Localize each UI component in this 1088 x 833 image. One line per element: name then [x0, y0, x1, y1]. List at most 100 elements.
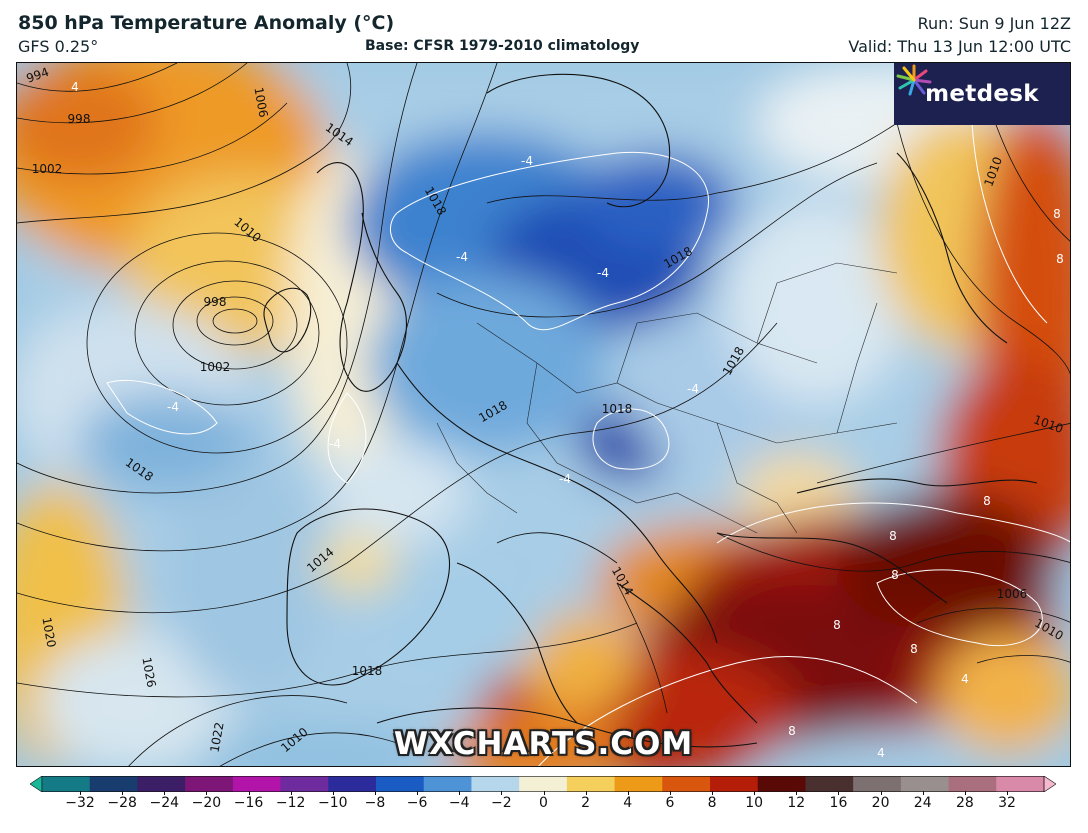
anomaly-contour-label: -4 — [597, 266, 609, 280]
chart-title: 850 hPa Temperature Anomaly (°C) — [18, 12, 395, 34]
colorbar-tick-mark — [712, 791, 714, 795]
colorbar-tick-label: −32 — [65, 795, 95, 811]
watermark: WXCHARTS.COM — [393, 726, 694, 762]
colorbar-tick-label: 12 — [787, 795, 806, 811]
metdesk-logo: metdesk — [894, 63, 1070, 125]
colorbar-segment — [710, 776, 759, 792]
coastlines — [263, 73, 1038, 748]
colorbar-tick-label: −28 — [107, 795, 137, 811]
colorbar-tick-mark — [880, 791, 882, 795]
colorbar-segment — [805, 776, 854, 792]
starburst-icon — [896, 64, 932, 96]
colorbar-tick-label: −20 — [191, 795, 222, 811]
anomaly-contour-label: 8 — [788, 724, 796, 738]
colorbar-segment — [614, 776, 663, 792]
colorbar-tick-label: −4 — [448, 795, 470, 811]
isobar-label: 1026 — [139, 656, 158, 689]
colorbar-segment — [853, 776, 902, 792]
isobar-label: 1002 — [200, 360, 231, 374]
colorbar-tick-labels: −32 −28 −24 −20 −16 −12 −10 −8 −6 −4 −2 0 2 4 6 8 10 12 16… — [0, 791, 1088, 819]
colorbar-tick-mark — [206, 791, 208, 795]
colorbar-segment — [137, 776, 186, 792]
anomaly-contour-label: -4 — [521, 154, 533, 168]
colorbar-tick-mark — [838, 791, 840, 795]
anomaly-contour-label: 4 — [877, 746, 885, 760]
country-borders — [436, 262, 898, 534]
isobar-label: 1002 — [32, 162, 63, 176]
isobar-label: 1018 — [352, 664, 383, 678]
colorbar-tick-mark — [459, 791, 461, 795]
colorbar-tick-label: 16 — [829, 795, 848, 811]
colorbar-tick-mark — [796, 791, 798, 795]
colorbar-segment — [280, 776, 329, 792]
anomaly-contour-label: 8 — [1053, 207, 1061, 221]
logo-text: metdesk — [925, 81, 1039, 107]
anomaly-contour-label: 8 — [891, 568, 899, 582]
colorbar-tick-mark — [964, 791, 966, 795]
colorbar-tick-mark — [1007, 791, 1008, 795]
colorbar-frame — [41, 776, 1045, 792]
colorbar-tick-label: 2 — [581, 795, 591, 811]
anomaly-contour-label: 8 — [983, 494, 991, 508]
anomaly-contours — [106, 122, 1070, 766]
anomaly-contour-label: 4 — [71, 80, 79, 94]
colorbar-tick-label: −10 — [318, 795, 348, 811]
colorbar-tick-label: 8 — [707, 795, 717, 811]
map-canvas: 9949981002100610101014101810181018101899… — [17, 63, 1070, 766]
colorbar-min-arrow — [30, 776, 43, 792]
anomaly-contour-label: 4 — [961, 672, 969, 686]
colorbar-tick-label: −24 — [149, 795, 180, 811]
colorbar-segment — [376, 776, 425, 792]
colorbar-tick-label: 4 — [623, 795, 633, 811]
colorbar-segment — [471, 776, 520, 792]
colorbar-tick-label: 6 — [665, 795, 675, 811]
anomaly-contour-label: -4 — [687, 382, 699, 396]
valid-time-label: Valid: Thu 13 Jun 12:00 UTC — [848, 37, 1071, 56]
run-time-label: Run: Sun 9 Jun 12Z — [917, 14, 1071, 33]
anomaly-map[interactable]: 994 998 1002 1006 1010 1014 1018 1018 1018 1018 99… — [16, 62, 1071, 767]
anomaly-contour-label: -4 — [456, 250, 468, 264]
colorbar-tick-label: −8 — [364, 795, 386, 811]
colorbar-segment — [948, 776, 997, 792]
colorbar-segment — [328, 776, 377, 792]
colorbar-tick-label: 28 — [955, 795, 974, 811]
model-label: GFS 0.25° — [18, 37, 99, 56]
isobar-label: 1018 — [602, 402, 633, 416]
colorbar-segment — [185, 776, 234, 792]
colorbar-segment — [757, 776, 806, 792]
colorbar — [30, 776, 1056, 792]
isobar-label: 1022 — [208, 721, 227, 754]
anomaly-contour-label: 8 — [1056, 252, 1064, 266]
anomaly-contour-label: -4 — [329, 437, 341, 451]
anomaly-contour-label: -4 — [559, 472, 571, 486]
colorbar-max-arrow — [1043, 776, 1056, 792]
colorbar-segment — [423, 776, 472, 792]
isobar-label: 998 — [204, 295, 227, 309]
colorbar-tick-mark — [922, 791, 924, 795]
colorbar-segment — [566, 776, 616, 792]
climatology-base-label: Base: CFSR 1979-2010 climatology — [365, 38, 640, 54]
isobar-lines — [17, 63, 1070, 766]
colorbar-tick-mark — [122, 791, 124, 795]
colorbar-tick-label: −2 — [491, 795, 512, 811]
colorbar-segment — [900, 776, 950, 792]
colorbar-tick-mark — [332, 791, 334, 795]
colorbar-tick-label: 20 — [871, 795, 890, 811]
colorbar-tick-label: 32 — [998, 795, 1016, 811]
colorbar-tick-mark — [669, 791, 671, 795]
colorbar-segment — [519, 776, 568, 792]
isobar-label: 1006 — [997, 587, 1028, 601]
colorbar-tick-label: −16 — [233, 795, 264, 811]
colorbar-tick-mark — [290, 791, 292, 795]
anomaly-contour-labels: 4 -4 -4 -4 -4 -4 -4 -4 8 8 8 8 8 8 8 4 4 8 — [71, 80, 1064, 760]
colorbar-segment — [89, 776, 138, 792]
anomaly-contour-label: -4 — [167, 400, 179, 414]
colorbar-tick-label: −6 — [406, 795, 428, 811]
colorbar-tick-mark — [80, 791, 81, 795]
isobar-label: 1020 — [39, 616, 58, 649]
colorbar-segment — [996, 776, 1045, 792]
isobar-label: 998 — [68, 112, 91, 126]
colorbar-tick-mark — [417, 791, 419, 795]
colorbar-tick-mark — [374, 791, 376, 795]
colorbar-tick-label: 24 — [913, 795, 932, 811]
